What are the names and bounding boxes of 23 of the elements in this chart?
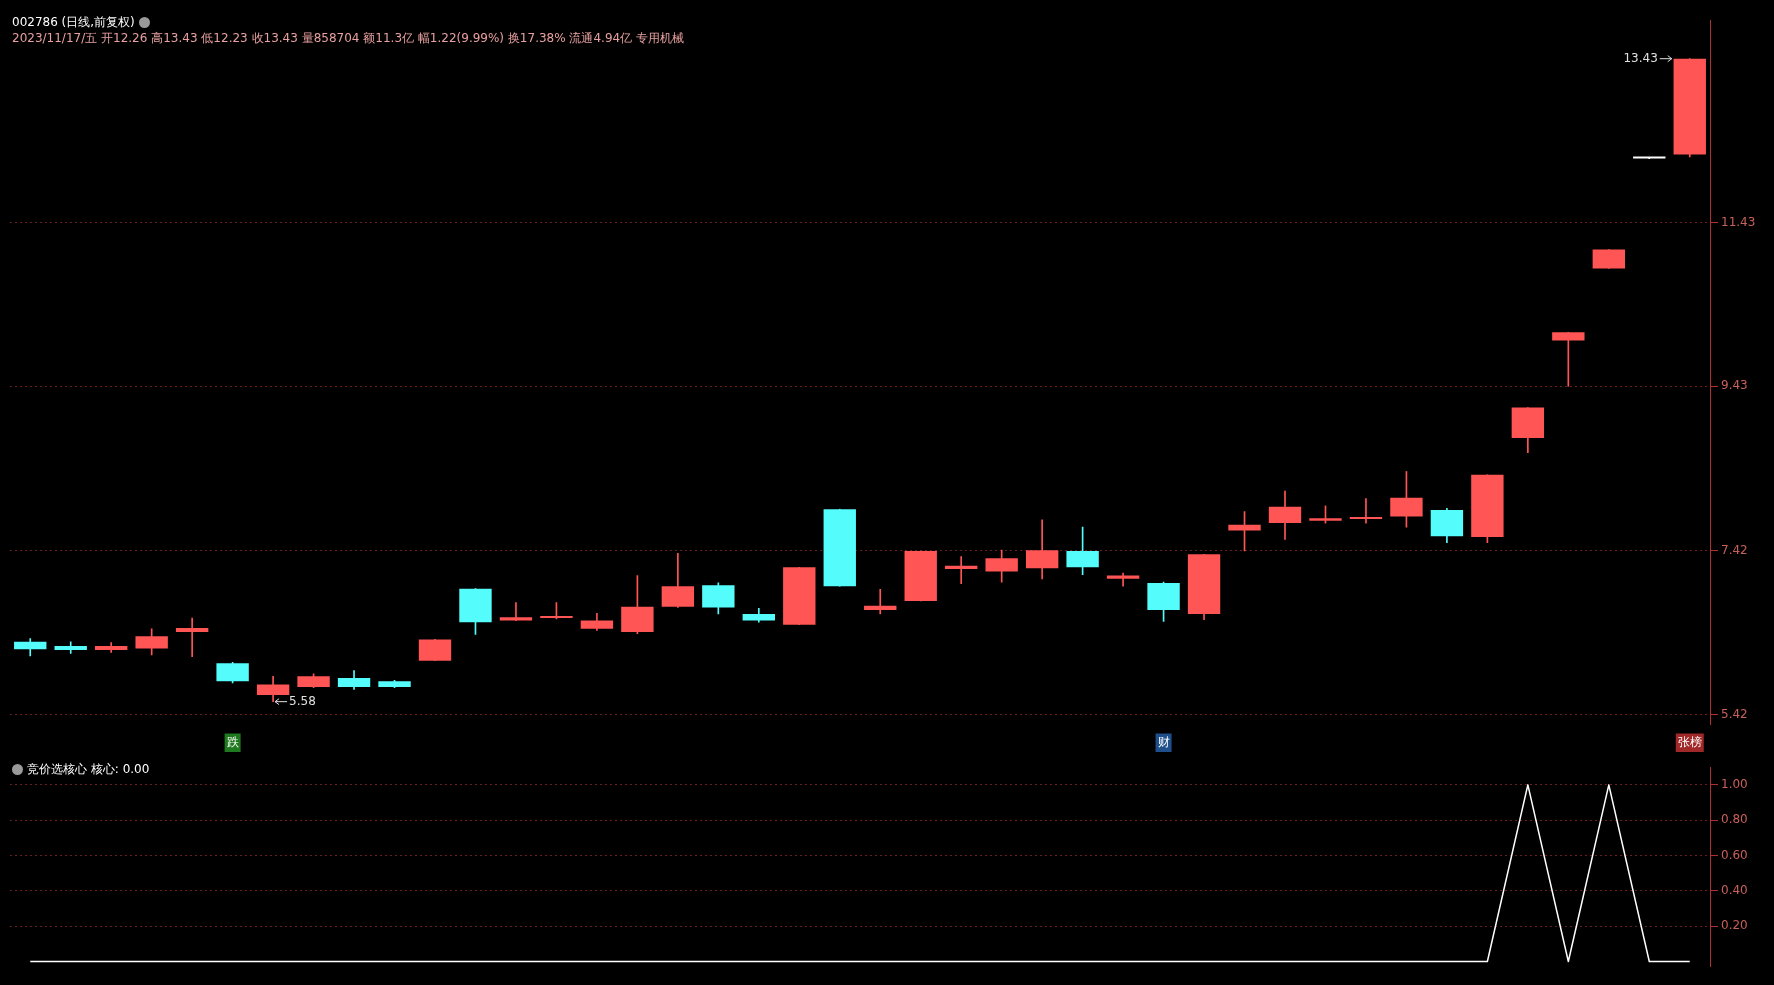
x-tick-label: 跌 <box>226 734 239 749</box>
y-tick-label: 0.40 <box>1721 882 1748 897</box>
y-tick-label: 11.43 <box>1721 214 1756 229</box>
annotation: 13.43 <box>1623 50 1658 65</box>
candlestick <box>175 617 209 657</box>
y-tick-label: 9.43 <box>1721 378 1748 393</box>
y-tick-label: 0.80 <box>1721 812 1748 827</box>
candlestick <box>1349 498 1383 524</box>
candlestick <box>945 556 978 585</box>
y-tick-label: 0.60 <box>1721 847 1748 862</box>
candlestick <box>1106 572 1140 587</box>
y-tick-label: 5.42 <box>1721 706 1748 721</box>
candlestick <box>864 589 897 615</box>
y-tick-label: 7.42 <box>1721 543 1748 558</box>
y-tick-label: 1.00 <box>1721 776 1748 791</box>
text: 2023/11/17/五 开12.26 高13.43 低12.23 收13.43 量858704 额11.3亿 幅1.22(9.99%) 换17.38% 流通4.94亿 专用机械 <box>12 30 684 46</box>
x-tick-label: 财 <box>1157 734 1170 749</box>
candlestick <box>499 602 533 621</box>
chart-title: 002786 (日线,前复权) <box>12 14 135 30</box>
y-tick-label: 0.20 <box>1721 918 1748 933</box>
chart-title: 竞价选核心 核心: 0.00 <box>27 761 150 777</box>
annotation: 5.58 <box>289 693 316 708</box>
x-tick-label: 张榜 <box>1677 734 1702 749</box>
